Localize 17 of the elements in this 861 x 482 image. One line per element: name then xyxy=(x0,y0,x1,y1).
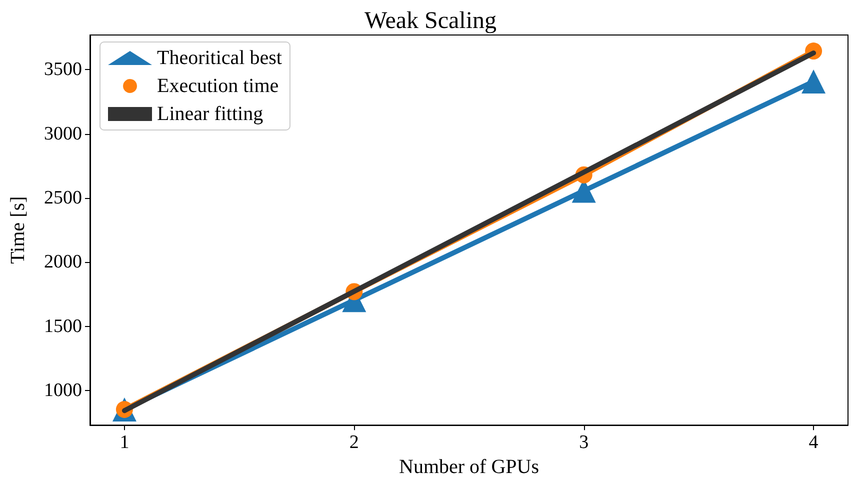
y-axis-title: Time [s] xyxy=(7,196,29,264)
x-tick-label: 2 xyxy=(349,432,359,454)
y-tick-label: 3000 xyxy=(44,123,82,144)
chart-title: Weak Scaling xyxy=(364,8,497,34)
legend-label: Execution time xyxy=(157,75,279,97)
legend-label: Theoritical best xyxy=(157,47,282,69)
y-tick-label: 2000 xyxy=(44,252,82,273)
x-tick-label: 1 xyxy=(120,432,130,454)
x-tick-label: 3 xyxy=(579,432,589,454)
x-tick-label: 4 xyxy=(808,432,819,454)
point xyxy=(802,69,826,94)
y-tick-label: 1000 xyxy=(44,380,82,401)
legend-label: Linear fitting xyxy=(157,103,264,125)
y-tick-label: 3500 xyxy=(44,59,82,80)
y-tick-label: 1500 xyxy=(44,316,82,337)
y-tick-label: 2500 xyxy=(44,187,82,208)
x-axis-title: Number of GPUs xyxy=(399,456,540,478)
